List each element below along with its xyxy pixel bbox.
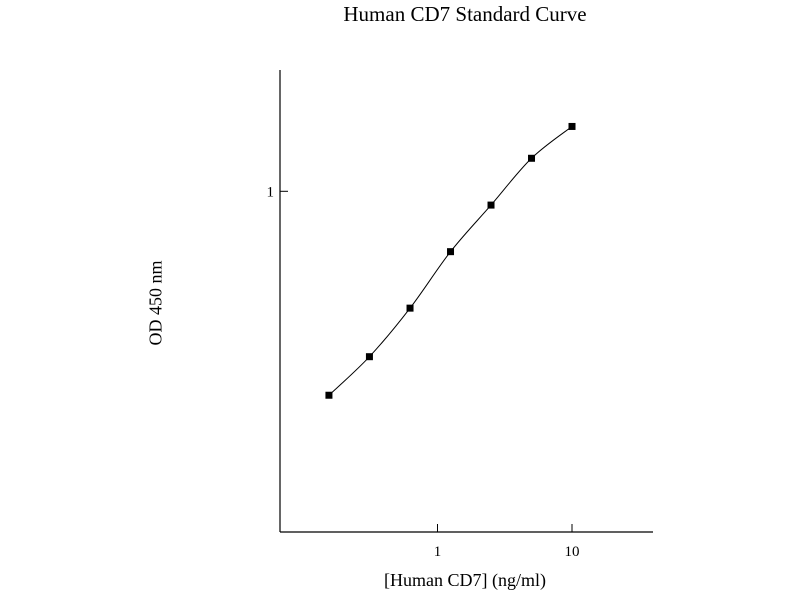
y-tick-label: 1 [267,184,275,200]
data-point [568,122,576,130]
data-point [325,391,333,399]
data-point [365,353,373,361]
data-point [447,248,455,256]
x-tick-label: 1 [434,544,442,560]
data-point [406,304,414,312]
x-tick-label: 10 [565,544,580,560]
axis-ticks: 1 10 1 [267,184,580,560]
data-points [325,122,576,399]
fit-curve [328,126,573,396]
data-point [487,201,495,209]
chart-title: Human CD7 Standard Curve [343,2,587,26]
x-axis-label: [Human CD7] (ng/ml) [384,570,546,590]
data-point [528,154,536,162]
